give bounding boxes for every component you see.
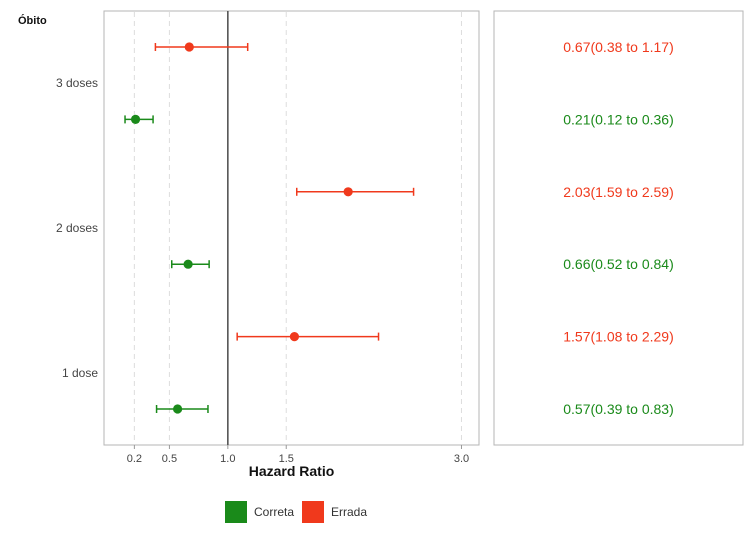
x-tick-label: 1.5: [279, 453, 294, 465]
y-axis-labels: 3 doses 2 doses 1 dose: [56, 76, 98, 380]
x-tick-label: 0.2: [127, 453, 142, 465]
y-category-label: 3 doses: [56, 76, 98, 90]
hr-point: [184, 42, 194, 52]
hr-point: [289, 332, 300, 342]
legend-label: Correta: [254, 505, 294, 519]
hr-point: [183, 259, 193, 269]
ci-table-panel: [493, 10, 744, 446]
y-category-label: 1 dose: [62, 366, 98, 380]
estimate-row: [124, 114, 154, 124]
legend: Correta Errada: [225, 501, 367, 523]
legend-swatch: [225, 501, 247, 523]
legend-swatch: [302, 501, 324, 523]
estimate-row: [154, 42, 249, 52]
plot-panel: [103, 10, 480, 446]
estimate-row: [296, 187, 415, 197]
ci-text-label: 0.21(0.12 to 0.36): [563, 111, 674, 127]
x-axis-ticks: 0.2 0.5 1.0 1.5 3.0: [127, 445, 469, 465]
estimate-row: [171, 259, 210, 269]
hr-point: [343, 187, 353, 197]
legend-label: Errada: [331, 505, 367, 519]
estimate-row: [236, 332, 380, 342]
ci-text-label: 0.67(0.38 to 1.17): [563, 39, 674, 55]
x-tick-label: 1.0: [220, 453, 235, 465]
ci-table: 0.67(0.38 to 1.17) 0.21(0.12 to 0.36) 2.03…: [563, 39, 674, 417]
estimate-marks: [124, 42, 415, 414]
ci-text-label: 0.57(0.39 to 0.83): [563, 401, 674, 417]
x-tick-label: 0.5: [162, 453, 177, 465]
hr-point: [172, 404, 183, 414]
group-title: Óbito: [18, 14, 47, 27]
ci-text-label: 2.03(1.59 to 2.59): [563, 184, 674, 200]
ci-text-label: 0.66(0.52 to 0.84): [563, 256, 674, 272]
hr-point: [130, 114, 141, 124]
x-tick-label: 3.0: [454, 453, 469, 465]
grid-lines: [133, 12, 462, 444]
y-category-label: 2 doses: [56, 221, 98, 235]
x-axis-title: Hazard Ratio: [249, 463, 335, 479]
estimate-row: [155, 404, 209, 414]
ci-text-label: 1.57(1.08 to 2.29): [563, 329, 674, 345]
